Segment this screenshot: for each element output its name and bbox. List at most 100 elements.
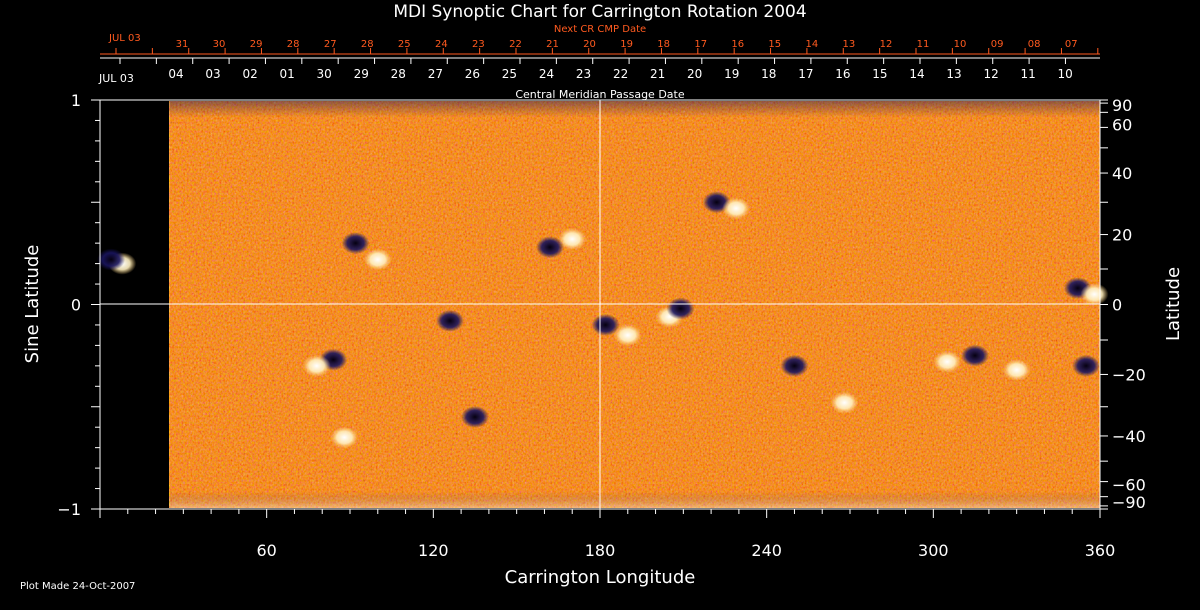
x-axis-label: Carrington Longitude bbox=[505, 567, 696, 588]
cmp-first-date: JUL 03 bbox=[98, 72, 134, 85]
next-cr-date-label: 28 bbox=[361, 39, 374, 50]
cmp-date-label: 04 bbox=[168, 67, 183, 81]
next-cr-first-date: JUL 03 bbox=[108, 33, 141, 44]
active-region-negative bbox=[97, 248, 126, 271]
next-cr-date-label: 14 bbox=[805, 39, 818, 50]
next-cr-date-label: 09 bbox=[991, 39, 1004, 50]
cmp-date-label: 26 bbox=[465, 67, 480, 81]
next-cr-date-label: 27 bbox=[324, 39, 337, 50]
cmp-date-label: 17 bbox=[798, 67, 813, 81]
y-left-tick-label: −1 bbox=[57, 500, 81, 519]
y-right-tick-label: −60 bbox=[1112, 476, 1146, 495]
cmp-date-label: 15 bbox=[872, 67, 887, 81]
next-cr-date-label: 07 bbox=[1065, 39, 1078, 50]
plot-made-note: Plot Made 24-Oct-2007 bbox=[20, 581, 135, 592]
active-region-positive bbox=[613, 324, 642, 347]
active-region-positive bbox=[302, 354, 331, 377]
x-tick-label: 120 bbox=[418, 541, 449, 560]
next-cr-date-label: 29 bbox=[250, 39, 263, 50]
cmp-date-label: 24 bbox=[539, 67, 554, 81]
next-cr-date-label: 31 bbox=[176, 39, 189, 50]
cmp-date-label: 21 bbox=[650, 67, 665, 81]
next-cr-date-label: 12 bbox=[880, 39, 893, 50]
active-region-negative bbox=[1072, 354, 1101, 377]
cmp-date-label: 22 bbox=[613, 67, 628, 81]
y-right-tick-label: −40 bbox=[1112, 427, 1146, 446]
y-left-tick-label: 1 bbox=[71, 91, 81, 110]
active-region-negative bbox=[666, 297, 695, 320]
active-region-negative bbox=[341, 232, 370, 255]
cmp-date-label: 28 bbox=[391, 67, 406, 81]
active-region-positive bbox=[722, 197, 751, 220]
y-axis-left: 1 0 −1 bbox=[57, 91, 100, 519]
cmp-date-label: 13 bbox=[946, 67, 961, 81]
next-cr-dates: 31 30 29 28 27 28 25 24 23 22 21 20 19 18 17 16 15 14 13 12… bbox=[115, 39, 1099, 54]
x-axis: 60 120 180 240 300 360 bbox=[99, 509, 1116, 560]
active-region-negative bbox=[461, 405, 489, 428]
active-region-positive bbox=[830, 391, 859, 414]
next-cr-date-label: 20 bbox=[583, 39, 596, 50]
next-cr-date-label: 16 bbox=[731, 39, 744, 50]
y-right-tick-label: 40 bbox=[1112, 164, 1132, 183]
x-tick-label: 300 bbox=[918, 541, 949, 560]
active-region-negative bbox=[961, 344, 989, 367]
x-tick-label: 180 bbox=[585, 541, 616, 560]
cmp-date-label: 10 bbox=[1058, 67, 1073, 81]
next-cr-date-label: 23 bbox=[472, 39, 485, 50]
cmp-date-label: 18 bbox=[761, 67, 776, 81]
cmp-date-label: 03 bbox=[205, 67, 220, 81]
next-cr-date-label: 30 bbox=[213, 39, 226, 50]
y-left-tick-label: 0 bbox=[71, 296, 81, 315]
y-right-tick-label: 90 bbox=[1112, 96, 1132, 115]
cmp-date-label: 25 bbox=[502, 67, 517, 81]
next-cr-date-label: 21 bbox=[546, 39, 559, 50]
y-right-tick-label: −20 bbox=[1112, 365, 1146, 384]
cmp-date-label: 12 bbox=[983, 67, 998, 81]
cmp-date-label: 19 bbox=[724, 67, 739, 81]
cmp-date-label: 11 bbox=[1021, 67, 1036, 81]
cmp-date-label: 27 bbox=[428, 67, 443, 81]
active-region-positive bbox=[330, 426, 359, 449]
next-cr-date-label: 28 bbox=[287, 39, 300, 50]
y-right-tick-label: −90 bbox=[1112, 493, 1146, 512]
cmp-date-label: 23 bbox=[576, 67, 591, 81]
cmp-date-label: 20 bbox=[687, 67, 702, 81]
cmp-axis-label: Central Meridian Passage Date bbox=[515, 88, 684, 101]
next-cr-date-label: 19 bbox=[620, 39, 633, 50]
y-axis-left-label: Sine Latitude bbox=[22, 245, 43, 364]
cmp-date-label: 02 bbox=[242, 67, 257, 81]
next-cr-date-label: 17 bbox=[694, 39, 707, 50]
y-right-tick-label: 60 bbox=[1112, 115, 1132, 134]
cmp-date-label: 01 bbox=[280, 67, 295, 81]
chart-title: MDI Synoptic Chart for Carrington Rotati… bbox=[393, 2, 806, 22]
next-cr-date-label: 25 bbox=[398, 39, 411, 50]
active-regions bbox=[97, 191, 1109, 449]
cmp-date-label: 16 bbox=[835, 67, 850, 81]
active-region-negative bbox=[591, 313, 620, 336]
cmp-date-label: 30 bbox=[317, 67, 332, 81]
active-region-positive bbox=[933, 350, 962, 373]
y-axis-right-label: Latitude bbox=[1163, 267, 1184, 341]
y-right-tick-label: 0 bbox=[1112, 296, 1122, 315]
next-cr-date-label: 24 bbox=[435, 39, 448, 50]
x-tick-label: 360 bbox=[1085, 541, 1116, 560]
active-region-positive bbox=[1080, 283, 1109, 306]
next-cr-date-label: 13 bbox=[843, 39, 856, 50]
active-region-positive bbox=[558, 228, 587, 251]
x-tick-label: 240 bbox=[751, 541, 782, 560]
cmp-date-label: 14 bbox=[909, 67, 924, 81]
cmp-date-label: 29 bbox=[354, 67, 369, 81]
next-cr-date-label: 18 bbox=[657, 39, 670, 50]
next-cr-axis-label: Next CR CMP Date bbox=[554, 24, 646, 35]
next-cr-date-label: 08 bbox=[1028, 39, 1041, 50]
active-region-negative bbox=[536, 236, 564, 259]
next-cr-date-label: 10 bbox=[954, 39, 967, 50]
active-region-positive bbox=[1002, 358, 1031, 381]
active-region-negative bbox=[780, 354, 809, 377]
active-region-positive bbox=[363, 248, 392, 271]
active-region-negative bbox=[436, 309, 464, 332]
next-cr-date-label: 15 bbox=[768, 39, 781, 50]
cmp-dates: 04 03 02 01 30 29 28 27 26 25 24 23 22 21 20 19 18 17 16 15… bbox=[119, 58, 1073, 81]
